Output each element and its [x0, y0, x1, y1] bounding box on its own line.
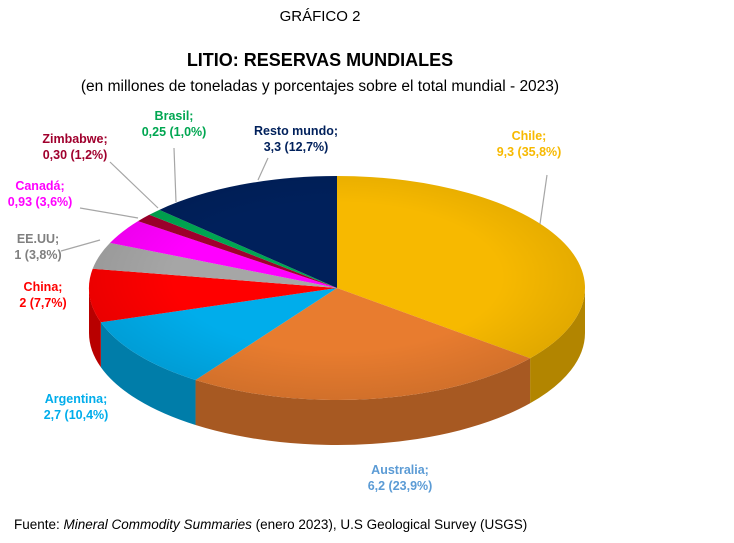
data-label-brasil: Brasil; 0,25 (1,0%)	[142, 109, 207, 139]
leader-line-chile	[539, 174, 548, 225]
data-label-name: Resto mundo;	[254, 124, 338, 138]
source-note: Fuente: Mineral Commodity Summaries (ene…	[14, 517, 527, 532]
data-label-value: 1 (3,8%)	[14, 248, 61, 262]
source-publication: Mineral Commodity Summaries	[63, 517, 252, 532]
data-label-chile: Chile; 9,3 (35,8%)	[497, 129, 562, 159]
data-labels: Chile; 9,3 (35,8%) Australia; 6,2 (23,9%) Ar…	[8, 109, 562, 493]
data-label-canad: Canadá; 0,93 (3,6%)	[8, 179, 73, 209]
source-prefix: Fuente:	[14, 517, 64, 532]
data-label-value: 3,3 (12,7%)	[264, 140, 329, 154]
data-label-ee-uu: EE.UU; 1 (3,8%)	[14, 232, 61, 262]
source-suffix: (enero 2023), U.S Geological Survey (USG…	[251, 517, 528, 532]
data-label-name: Chile;	[512, 129, 547, 143]
chart-title: LITIO: RESERVAS MUNDIALES	[186, 50, 454, 70]
chart-subtitle: (en millones de toneladas y porcentajes …	[80, 78, 560, 95]
data-label-value: 0,93 (3,6%)	[8, 195, 73, 209]
data-label-value: 2 (7,7%)	[19, 296, 66, 310]
data-label-argentina: Argentina; 2,7 (10,4%)	[44, 392, 109, 422]
data-label-name: Canadá;	[15, 179, 64, 193]
figure-label: GRÁFICO 2	[279, 8, 361, 25]
pie-slices	[89, 176, 585, 400]
data-label-zimbabwe: Zimbabwe; 0,30 (1,2%)	[42, 132, 107, 162]
leader-line-resto-mundo	[257, 157, 269, 181]
data-label-name: Brasil;	[155, 109, 194, 123]
leader-lines	[60, 147, 548, 252]
data-label-name: Zimbabwe;	[42, 132, 107, 146]
data-label-name: Australia;	[371, 463, 429, 477]
data-label-name: China;	[24, 280, 63, 294]
data-label-value: 9,3 (35,8%)	[497, 145, 562, 159]
data-label-name: EE.UU;	[17, 232, 59, 246]
leader-line-canad	[79, 207, 139, 219]
data-label-value: 6,2 (23,9%)	[368, 479, 433, 493]
data-label-resto-mundo: Resto mundo; 3,3 (12,7%)	[254, 124, 338, 154]
leader-line-ee-uu	[60, 239, 101, 252]
data-label-value: 2,7 (10,4%)	[44, 408, 109, 422]
data-label-china: China; 2 (7,7%)	[19, 280, 66, 310]
data-label-name: Argentina;	[45, 392, 108, 406]
data-label-value: 0,30 (1,2%)	[43, 148, 108, 162]
leader-line-brasil	[173, 147, 177, 203]
data-label-value: 0,25 (1,0%)	[142, 125, 207, 139]
side-australia	[195, 358, 531, 446]
data-label-australia: Australia; 6,2 (23,9%)	[368, 463, 433, 493]
leader-line-zimbabwe	[109, 161, 159, 209]
